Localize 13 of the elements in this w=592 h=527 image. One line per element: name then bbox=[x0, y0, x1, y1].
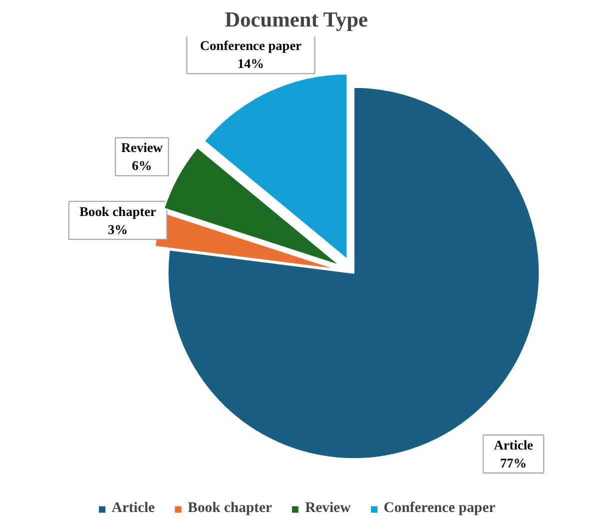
legend-label: Conference paper bbox=[384, 500, 496, 517]
slice-label: Review bbox=[121, 140, 164, 156]
data-label: 3% bbox=[108, 222, 128, 237]
legend-label: Article bbox=[112, 500, 155, 517]
data-label: 14% bbox=[237, 56, 264, 72]
legend-label: Review bbox=[305, 500, 351, 517]
data-label: 6% bbox=[132, 158, 152, 174]
slice-label: Book chapter bbox=[80, 204, 156, 219]
data-label: 77% bbox=[500, 456, 527, 471]
chart-title: Document Type bbox=[224, 8, 368, 32]
legend-label: Book chapter bbox=[188, 500, 272, 517]
slice-label: Conference paper bbox=[200, 38, 302, 54]
slice-label: Article bbox=[494, 438, 534, 453]
